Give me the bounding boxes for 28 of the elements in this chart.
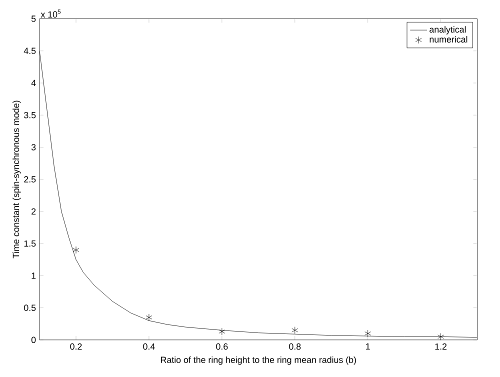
x-tick-label: 0.6 [216,343,228,350]
x-tick-label: 0.2 [70,343,82,350]
y-tick-label: 3 [31,144,36,150]
y-tick-label: 1 [32,272,36,279]
x-tick-label: 1.2 [435,343,447,350]
y-tick-label: 0 [31,336,36,343]
y-tick-label: 2.5 [24,176,36,182]
y-tick-label: 4 [31,80,36,86]
point [146,314,152,321]
point [72,246,80,254]
y-tick-label: 3.5 [24,112,36,118]
x-axis-title: Ratio of the ring height to the ring mean radius (b) [161,356,356,365]
legend-label: analytical [430,26,466,34]
x-tick-label: 1 [366,343,370,350]
y-tick-label: 2 [32,208,36,214]
text: x 10$^{5}$ [40,9,61,18]
y-tick-label: 5 [31,15,36,22]
point [364,330,372,337]
point [292,326,298,334]
x-tick-label: 0.4 [143,343,155,350]
legend-label: numerical [430,36,468,42]
y-axis-title: Time constant (spin-synchronous mode) [12,100,21,258]
point [438,332,444,340]
point [218,328,226,335]
y-tick-label: 1.5 [24,240,36,246]
x-tick-label: 0.8 [289,343,301,350]
y-tick-label: 0.5 [24,304,36,311]
y-tick-label: 4.5 [24,48,36,54]
